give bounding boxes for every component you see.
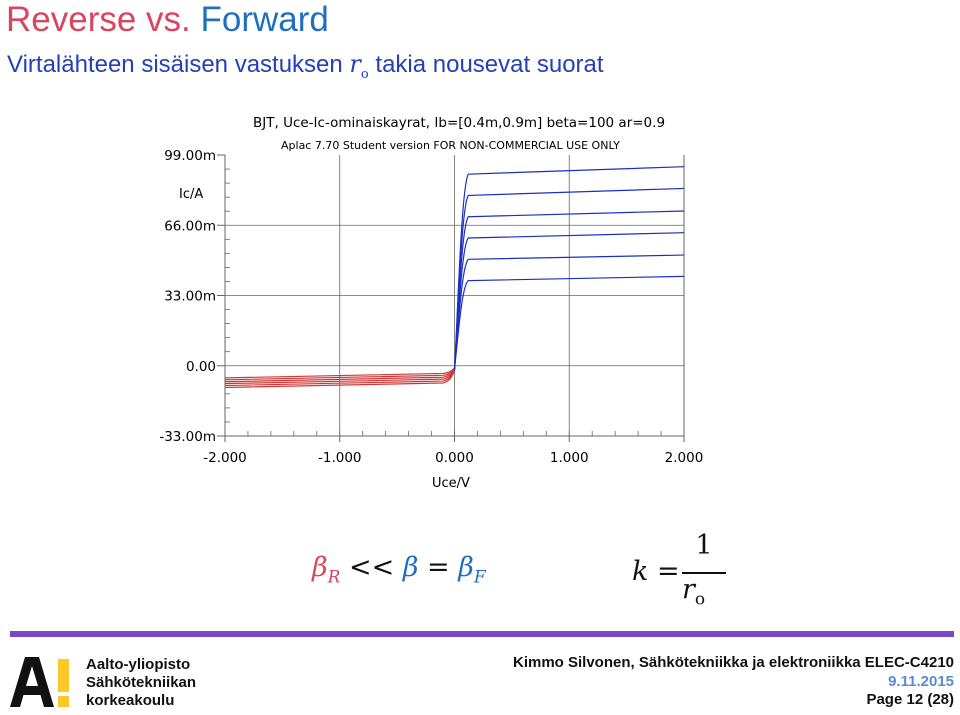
forward-curve	[453, 166, 685, 371]
much-less-than: <<	[340, 552, 403, 583]
chart-title: BJT, Uce-Ic-ominaiskayrat, Ib=[0.4m,0.9m…	[253, 115, 665, 131]
y-tick-label: 0.00	[186, 359, 216, 375]
x-tick-label: 1.000	[550, 450, 589, 466]
beta-r-subscript: R	[327, 567, 341, 588]
subtitle-text-post: takia nousevat suorat	[368, 51, 604, 78]
beta-f-subscript: F	[473, 567, 486, 588]
university-block: Aalto-yliopisto Sähkötekniikan korkeakou…	[86, 656, 196, 710]
title-reverse: Reverse vs.	[6, 0, 191, 39]
y-tick-label: -33.00m	[159, 429, 216, 445]
den-o: o	[694, 589, 706, 610]
school-line2: korkeakoulu	[86, 692, 175, 709]
chart-curves	[224, 166, 685, 389]
slope-numerator: 1	[695, 530, 713, 561]
footer-divider	[10, 631, 954, 637]
beta-relation-formula: βR << β = βF	[312, 548, 486, 597]
subtitle-text-pre: Virtalähteen sisäisen vastuksen	[7, 51, 350, 78]
y-axis-label: Ic/A	[179, 187, 203, 202]
y-tick-label: 66.00m	[164, 218, 216, 234]
beta-symbol: β	[402, 552, 419, 583]
y-tick-label: 99.00m	[164, 148, 216, 164]
equals-sign: =	[418, 552, 459, 583]
footer-page-number: Page 12 (28)	[866, 691, 954, 708]
x-tick-label: 2.000	[665, 450, 704, 466]
fraction-bar	[682, 572, 726, 574]
den-r: r	[682, 574, 695, 605]
chart-grid	[225, 155, 684, 436]
beta-f-symbol: β	[458, 552, 474, 583]
school-line1: Sähkötekniikan	[86, 674, 197, 691]
footer-author: Kimmo Silvonen, Sähkötekniikka ja elektr…	[513, 654, 954, 671]
reverse-curve	[224, 370, 456, 389]
beta-r-symbol: β	[312, 552, 328, 583]
subtitle-r: r	[349, 50, 361, 78]
subtitle-math-ro: ro	[349, 50, 368, 82]
slide-subtitle: Virtalähteen sisäisen vastuksen ro takia…	[7, 49, 604, 90]
slope-denominator: ro	[682, 574, 732, 609]
footer-date: 9.11.2015	[888, 673, 954, 690]
ic-uce-chart: -2.000 -1.000 0.000 1.000 2.000 -33.00m 0.00 33…	[159, 115, 703, 491]
slope-k-lhs: k =	[632, 556, 680, 587]
x-tick-label: -2.000	[203, 450, 247, 466]
x-tick-label: 0.000	[435, 450, 474, 466]
x-tick-label: -1.000	[318, 450, 362, 466]
chart-ticks: -2.000 -1.000 0.000 1.000 2.000 -33.00m 0.00 33…	[159, 148, 703, 466]
chart-subtitle: Aplac 7.70 Student version FOR NON-COMME…	[281, 139, 620, 152]
university-name: Aalto-yliopisto	[86, 656, 191, 673]
subtitle-o: o	[360, 66, 369, 82]
aalto-logo-icon	[10, 657, 69, 707]
title-forward: Forward	[190, 0, 329, 39]
y-tick-label: 33.00m	[164, 289, 216, 305]
x-axis-label: Uce/V	[432, 476, 470, 491]
slide-title: Reverse vs. Forward	[6, 0, 329, 40]
